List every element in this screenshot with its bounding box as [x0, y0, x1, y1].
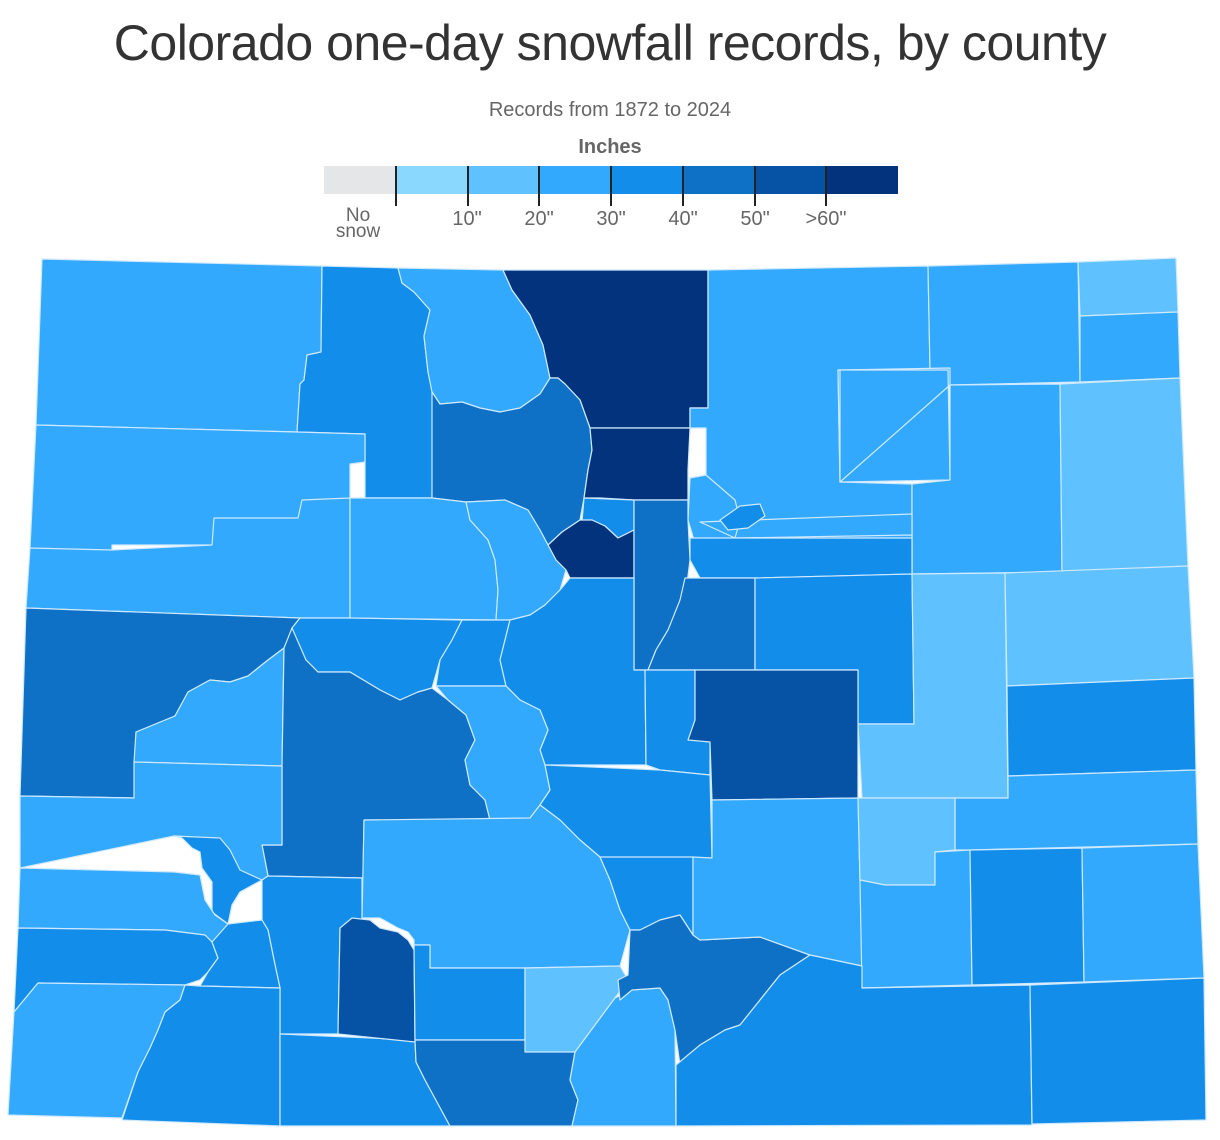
legend-tick: [610, 166, 612, 206]
legend-swatch: [826, 166, 898, 194]
county-arapahoe[interactable]: [689, 537, 913, 579]
county-bent[interactable]: [969, 847, 1085, 986]
county-cheyenne_north[interactable]: [1004, 565, 1195, 687]
legend-label-60plus: >60": [805, 208, 847, 230]
legend-swatch: [682, 166, 755, 194]
legend-tick: [394, 166, 397, 206]
legend-tick: [538, 166, 541, 206]
county-morgan[interactable]: [837, 367, 951, 483]
county-elpaso[interactable]: [687, 669, 859, 801]
county-denver[interactable]: [719, 503, 766, 531]
county-sedgwick[interactable]: [1077, 257, 1179, 317]
legend-label-50: 50": [740, 208, 770, 230]
legend-tick: [466, 166, 469, 206]
county-boulder[interactable]: [583, 427, 691, 501]
county-mineral[interactable]: [337, 917, 416, 1043]
legend-labels: No snow 10" 20" 30" 40" 50" >60": [324, 205, 898, 248]
county-kiowa[interactable]: [954, 769, 1199, 851]
county-cheyenne[interactable]: [1006, 677, 1197, 777]
legend-label-no-snow: No snow: [335, 205, 381, 242]
county-moffat[interactable]: [35, 258, 323, 433]
county-yuma[interactable]: [1059, 377, 1189, 573]
county-laplata[interactable]: [121, 984, 281, 1127]
chart-subtitle: Records from 1872 to 2024: [488, 99, 732, 121]
color-legend: [324, 166, 898, 194]
legend-ticks: [324, 166, 898, 206]
legend-label-30: 30": [596, 208, 626, 230]
legend-label-10: 10": [452, 208, 482, 230]
county-phillips[interactable]: [1079, 311, 1181, 383]
county-prowers[interactable]: [1081, 843, 1205, 983]
legend-swatch: [395, 166, 468, 194]
legend-swatch: [754, 166, 827, 194]
county-baca[interactable]: [1029, 977, 1207, 1125]
legend-tick: [825, 166, 828, 206]
legend-tick: [681, 166, 684, 206]
legend-swatch: [324, 166, 396, 194]
legend-swatch: [611, 166, 683, 194]
legend-tick: [753, 166, 756, 206]
legend-title: Inches: [578, 136, 642, 158]
county-logan[interactable]: [927, 261, 1081, 386]
legend-swatch: [539, 166, 611, 194]
legend-label-40: 40": [668, 208, 698, 230]
county-garfield[interactable]: [25, 424, 366, 619]
legend-label-20: 20": [524, 208, 554, 230]
legend-swatch: [467, 166, 540, 194]
chart-title: Colorado one-day snowfall records, by co…: [113, 15, 1107, 71]
